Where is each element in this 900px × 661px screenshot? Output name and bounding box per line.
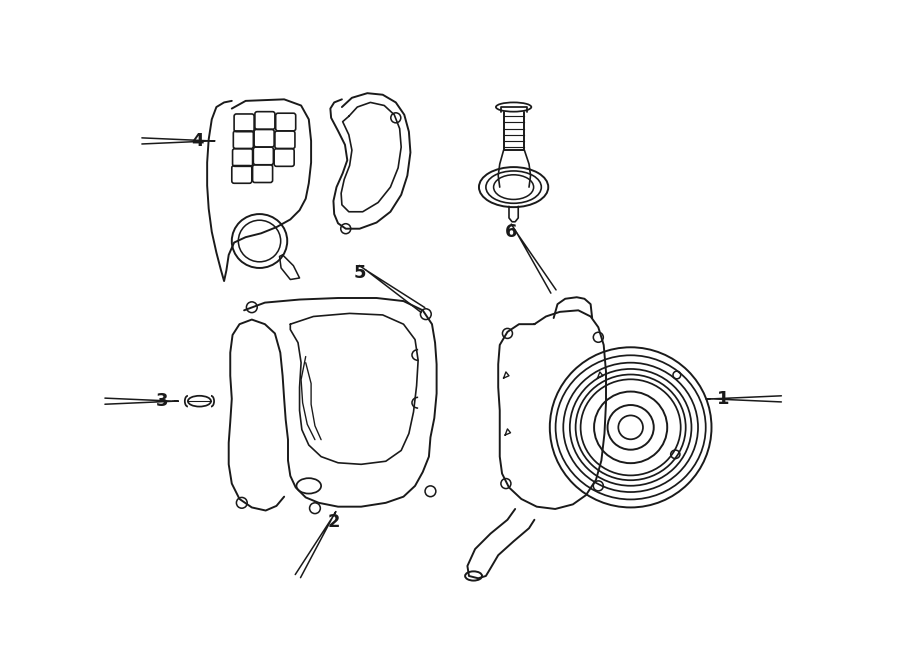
Text: 2: 2 [328,513,340,531]
Text: 3: 3 [157,392,168,410]
Text: 6: 6 [505,223,518,241]
Text: 4: 4 [191,132,203,150]
Text: 5: 5 [354,264,366,282]
Text: 1: 1 [716,390,729,408]
